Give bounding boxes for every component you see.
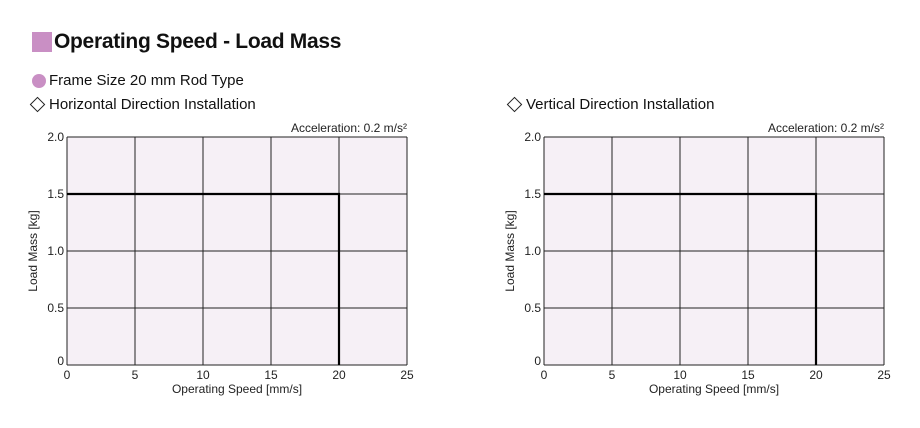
acceleration-annotation: Acceleration: 0.2 m/s² xyxy=(768,121,884,135)
y-tick-label: 1.5 xyxy=(47,187,64,201)
y-tick-label: 0 xyxy=(534,354,541,368)
x-tick-label: 15 xyxy=(741,368,755,382)
series-line xyxy=(67,192,341,365)
x-tick-label: 20 xyxy=(809,368,823,382)
chart-heading-horizontal: Horizontal Direction Installation xyxy=(28,96,256,113)
chart-heading-vertical: Vertical Direction Installation xyxy=(505,96,714,113)
y-tick-label: 2.0 xyxy=(524,130,541,144)
y-tick-label: 1.0 xyxy=(524,244,541,258)
x-tick-label: 25 xyxy=(877,368,891,382)
frame-size-subtitle: Frame Size 20 mm Rod Type xyxy=(32,72,244,89)
series-line xyxy=(544,192,818,365)
y-tick-label: 0 xyxy=(57,354,64,368)
title-square-icon xyxy=(32,32,52,52)
x-tick-label: 15 xyxy=(264,368,278,382)
x-tick-label: 10 xyxy=(673,368,687,382)
y-axis-label: Load Mass [kg] xyxy=(26,210,40,291)
page-title-text: Operating Speed - Load Mass xyxy=(54,30,342,53)
x-axis-label: Operating Speed [mm/s] xyxy=(649,382,779,396)
x-tick-label: 0 xyxy=(64,368,71,382)
x-tick-label: 10 xyxy=(196,368,210,382)
chart-title-horizontal: Horizontal Direction Installation xyxy=(49,96,256,113)
chart-title-vertical: Vertical Direction Installation xyxy=(526,96,715,113)
bullet-circle-icon xyxy=(32,73,46,88)
acceleration-annotation: Acceleration: 0.2 m/s² xyxy=(291,121,407,135)
y-tick-label: 1.5 xyxy=(524,187,541,201)
y-tick-label: 2.0 xyxy=(47,130,64,144)
x-tick-label: 0 xyxy=(541,368,548,382)
x-axis-label: Operating Speed [mm/s] xyxy=(172,382,302,396)
page-title: Operating Speed - Load Mass xyxy=(32,30,341,54)
y-tick-label: 0.5 xyxy=(524,301,541,315)
x-tick-label: 25 xyxy=(400,368,414,382)
y-tick-label: 0.5 xyxy=(47,301,64,315)
x-tick-label: 20 xyxy=(332,368,346,382)
y-axis-label: Load Mass [kg] xyxy=(503,210,517,291)
y-tick-label: 1.0 xyxy=(47,244,64,258)
frame-size-text: Frame Size 20 mm Rod Type xyxy=(49,72,244,89)
x-tick-label: 5 xyxy=(609,368,616,382)
x-tick-label: 5 xyxy=(132,368,139,382)
